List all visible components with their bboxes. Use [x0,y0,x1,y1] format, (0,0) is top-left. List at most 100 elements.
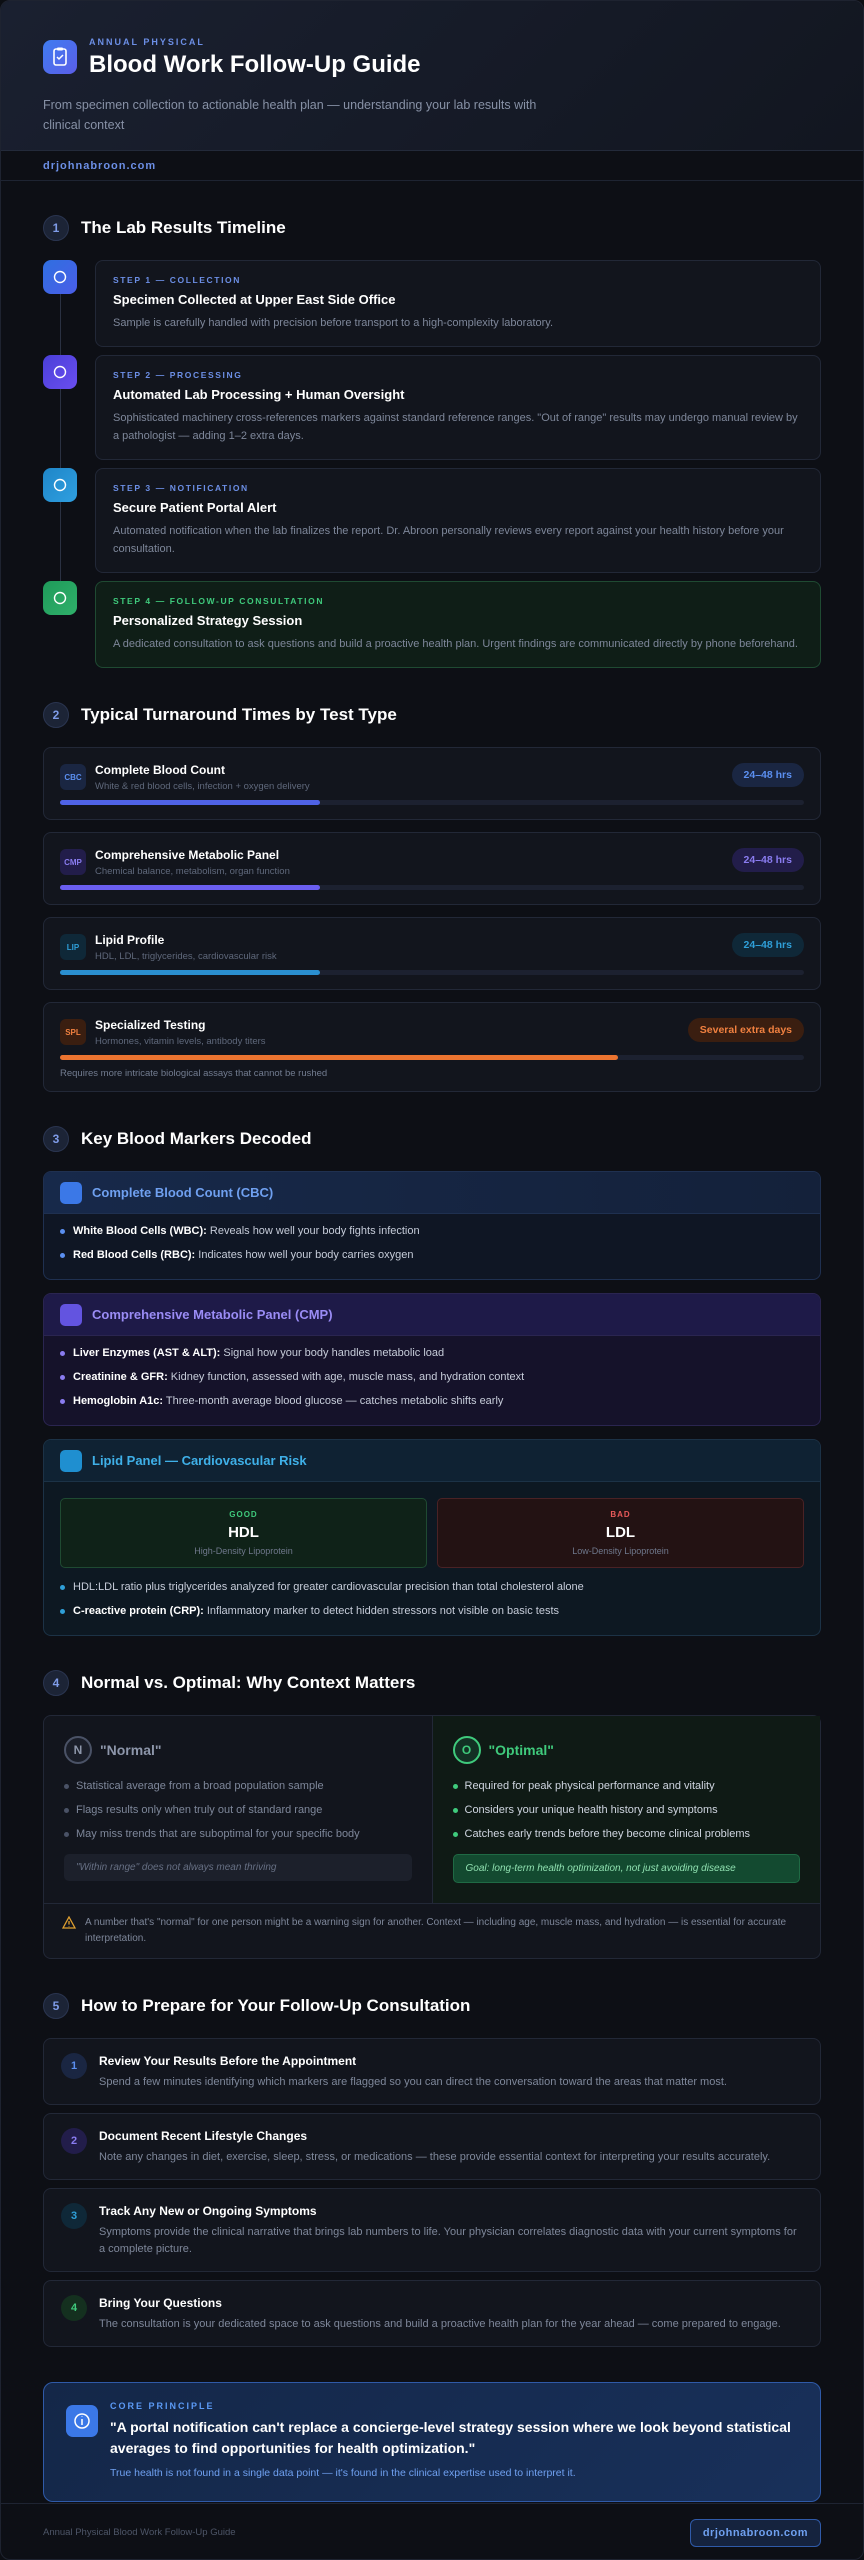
panel-icon [60,1181,82,1204]
test-name: Comprehensive Metabolic Panel [95,848,280,862]
prepare-text: Symptoms provide the clinical narrative … [99,2226,797,2255]
full-name: High-Density Lipoprotein [194,1546,293,1556]
step-text: Sophisticated machinery cross-references… [113,412,798,442]
comparison-columns: N "Normal" Statistical average from a bro… [44,1716,820,1903]
markers-section: 3 Key Blood Markers Decoded Complete Bloo… [1,1125,863,1636]
prepare-section: 5 How to Prepare for Your Follow-Up Consu… [1,1992,863,2502]
panel-title: Complete Blood Count (CBC) [92,1185,274,1200]
marker-text: Three-month average blood glucose — catc… [165,1395,504,1407]
marker-item: White Blood Cells (WBC): Reveals how wel… [60,1225,804,1237]
step-glyph [53,478,67,492]
subtitle: From specimen collection to actionable h… [43,98,537,132]
test-card: SPL Specialized Testing Hormones, vitamin … [43,1002,821,1092]
timeline-step: STEP 4 — FOLLOW-UP CONSULTATION Personali… [43,581,821,668]
test-name: Complete Blood Count [95,763,225,777]
prepare-step: 2 Document Recent Lifestyle Changes Note a… [43,2113,821,2180]
section-number: 3 [43,1126,69,1152]
bar [60,970,321,975]
bar [60,885,321,890]
marker-text: Reveals how well your body fights infect… [209,1225,420,1237]
prepare-title: Bring Your Questions [99,2296,222,2310]
clipboard-icon [53,47,67,66]
prepare-step: 4 Bring Your Questions The consultation is… [43,2280,821,2347]
cmp-panel: Comprehensive Metabolic Panel (CMP) Live… [43,1293,821,1426]
bar-track [60,800,804,805]
eyebrow: ANNUAL PHYSICAL [89,37,205,47]
test-desc: Hormones, vitamin levels, antibody titer… [95,1036,266,1047]
step-title: Personalized Strategy Session [113,613,303,628]
section-title: How to Prepare for Your Follow-Up Consul… [81,1996,471,2015]
marker-term: Liver Enzymes (AST & ALT): [73,1347,221,1359]
prepare-step: 1 Review Your Results Before the Appointm… [43,2038,821,2105]
optimal-item: Catches early trends before they become … [452,1828,801,1840]
marker-text: HDL:LDL ratio plus triglycerides analyze… [73,1581,584,1593]
footer-link[interactable]: drjohnabroon.com [689,2518,821,2547]
prepare-text: Note any changes in diet, exercise, slee… [99,2151,771,2163]
quote-icon [66,2405,98,2437]
test-note: Requires more intricate biological assay… [60,1068,328,1079]
panel-icon [60,1449,82,1472]
marker-term: White Blood Cells (WBC): [73,1225,207,1237]
marker-item: C-reactive protein (CRP): Inflammatory m… [60,1605,804,1617]
site[interactable]: drjohnabroon.com [1,151,863,181]
section-heading: 3 Key Blood Markers Decoded [43,1125,821,1153]
marker-text: Signal how your body handles metabolic l… [223,1347,445,1359]
prepare-number: 1 [61,2053,87,2079]
letter: O [452,1736,481,1764]
quote-box: CORE PRINCIPLE "A portal notification ca… [43,2382,821,2502]
info-icon [74,2413,90,2429]
prepare-number: 4 [61,2295,87,2321]
step-title: Specimen Collected at Upper East Side Of… [113,292,396,307]
test-abbr: CBC [60,764,86,790]
prepare-step: 3 Track Any New or Ongoing Symptoms Sympto… [43,2188,821,2272]
section-title: Typical Turnaround Times by Test Type [81,705,397,724]
quote-sub: True health is not found in a single dat… [110,2467,576,2479]
test-time: 24–48 hrs [731,933,804,957]
marker-list: White Blood Cells (WBC): Reveals how wel… [44,1214,820,1279]
marker-text: Inflammatory marker to detect hidden str… [206,1605,560,1617]
step-title: Secure Patient Portal Alert [113,500,277,515]
normal-item: May miss trends that are suboptimal for … [64,1828,412,1840]
optimal-item: Considers your unique health history and… [452,1804,801,1816]
section-title: Key Blood Markers Decoded [81,1129,312,1148]
prepare-text: The consultation is your dedicated space… [99,2318,781,2330]
prepare-text: Spend a few minutes identifying which ma… [99,2076,727,2088]
footer-text: Annual Physical Blood Work Follow-Up Gui… [43,2527,236,2538]
letter: N [64,1736,92,1764]
test-abbr: LIP [60,934,86,960]
test-time: 24–48 hrs [731,848,804,872]
step-icon [43,581,77,615]
step-text: A dedicated consultation to ask question… [113,638,798,650]
section-title: The Lab Results Timeline [81,218,286,237]
panel-icon [60,1303,82,1326]
turnaround-list: CBC Complete Blood Count White & red blood… [43,747,821,1092]
test-desc: White & red blood cells, infection + oxy… [95,781,310,792]
header-text: ANNUAL PHYSICAL Blood Work Follow-Up Gui… [43,37,821,135]
prepare-number: 3 [61,2203,87,2229]
quote-label: CORE PRINCIPLE [110,2401,215,2411]
timeline-step: STEP 3 — NOTIFICATION Secure Patient Port… [43,468,821,573]
bar-track [60,970,804,975]
comparison-section: 4 Normal vs. Optimal: Why Context Matters… [1,1669,863,1959]
test-time: 24–48 hrs [731,763,804,787]
marker-term: C-reactive protein (CRP): [73,1605,204,1617]
prepare-title: Track Any New or Ongoing Symptoms [99,2204,317,2218]
panel-header: Lipid Panel — Cardiovascular Risk [44,1440,820,1482]
bar-track [60,1055,804,1060]
normal-item: Statistical average from a broad populat… [64,1780,412,1792]
normal-item: Flags results only when truly out of sta… [64,1804,412,1816]
timeline: STEP 1 — COLLECTION Specimen Collected at… [43,260,821,668]
step-label: STEP 3 — NOTIFICATION [113,483,249,493]
optimal-item: Required for peak physical performance a… [452,1780,801,1792]
tag: GOOD [229,1510,258,1519]
note: Goal: long-term health optimization, not… [452,1854,800,1883]
test-name: Specialized Testing [95,1018,206,1032]
footer: Annual Physical Blood Work Follow-Up Gui… [1,2503,863,2559]
bar [60,800,321,805]
marker-text: Indicates how well your body carries oxy… [198,1249,414,1261]
step-label: STEP 1 — COLLECTION [113,275,242,285]
prepare-title: Review Your Results Before the Appointme… [99,2054,357,2068]
step-icon [43,355,77,389]
